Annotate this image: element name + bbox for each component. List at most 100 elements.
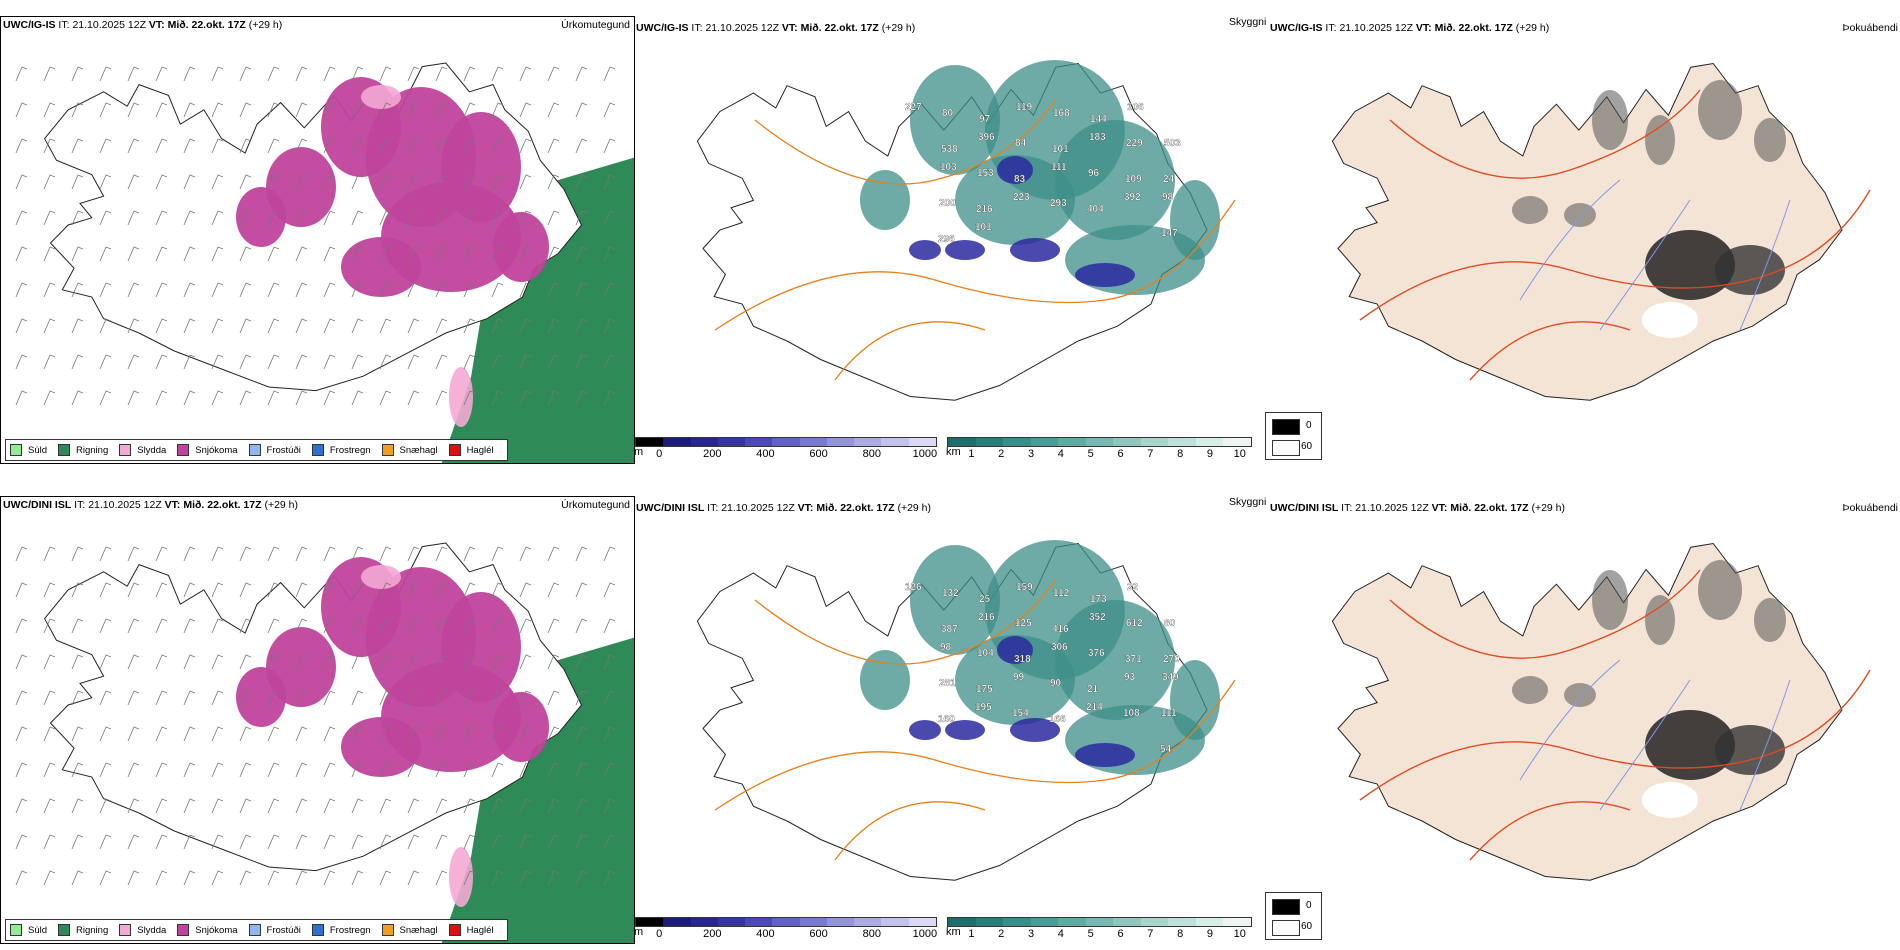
- wind-barb: [575, 690, 588, 706]
- fog-map: [1331, 62, 1871, 401]
- colorbar-cell: [1195, 438, 1224, 446]
- wind-barb: [155, 210, 168, 226]
- wind-barb: [295, 726, 308, 742]
- wind-barb: [351, 66, 364, 82]
- vt-label: VT:: [164, 499, 181, 511]
- ceiling-label: 214: [1086, 702, 1103, 713]
- wind-barb: [519, 546, 532, 562]
- panel-header: UWC/DINI ISL IT: 21.10.2025 12Z VT: Mið.…: [636, 502, 931, 514]
- wind-barb: [351, 246, 364, 262]
- ceiling-label: 22: [1127, 582, 1139, 593]
- ceiling-label: 54: [1160, 744, 1172, 755]
- wind-barb: [435, 210, 448, 226]
- wind-barb: [43, 246, 56, 262]
- colorbar-strip: [635, 917, 937, 927]
- colorbar-unit: m: [635, 926, 644, 938]
- model-name: UWC/IG-IS: [636, 22, 689, 34]
- wind-barb: [295, 66, 308, 82]
- colorbar-tick: 1000: [912, 448, 938, 460]
- wind-barb: [239, 174, 252, 190]
- wind-barb: [127, 546, 140, 562]
- wind-barb: [295, 834, 308, 850]
- ceiling-label: 99: [1013, 672, 1025, 683]
- wind-barb: [575, 798, 588, 814]
- colorbar-cell: [1003, 918, 1031, 926]
- wind-barb: [155, 138, 168, 154]
- wind-barb: [547, 762, 560, 778]
- wind-barb: [379, 870, 392, 886]
- wind-barb: [547, 834, 560, 850]
- wind-barb: [267, 726, 280, 742]
- wind-barb: [99, 390, 112, 406]
- wind-barb: [71, 690, 84, 706]
- wind-barb: [519, 66, 532, 82]
- ceiling-label: 223: [1013, 192, 1030, 203]
- ceiling-label: 352: [1089, 612, 1106, 623]
- wind-barb: [15, 390, 28, 406]
- wind-barb: [211, 762, 224, 778]
- wind-barb: [295, 546, 308, 562]
- wind-barb: [211, 618, 224, 634]
- legend-item-0: Súld: [10, 444, 47, 456]
- wind-barb: [239, 654, 252, 670]
- colorbar-cell: [975, 918, 1004, 926]
- wind-barb: [435, 546, 448, 562]
- legend-swatch: [58, 924, 71, 936]
- wind-barb: [435, 138, 448, 154]
- legend-item-4: Frostúði: [248, 444, 301, 456]
- wind-barb: [295, 318, 308, 334]
- wind-barb: [43, 318, 56, 334]
- legend-item-5: Frostregn: [311, 444, 371, 456]
- fog-area: [1715, 245, 1785, 295]
- wind-barb: [155, 834, 168, 850]
- init-time: 21.10.2025 12Z: [72, 19, 146, 31]
- ceiling-label: 96: [1088, 168, 1100, 179]
- ceiling-label: 21: [1087, 684, 1099, 695]
- wind-barb: [127, 762, 140, 778]
- vt-label: VT:: [797, 502, 814, 514]
- fog-area: [1592, 570, 1628, 630]
- ceiling-label: 160: [938, 714, 955, 725]
- wind-barb: [183, 102, 196, 118]
- wind-barb: [603, 582, 616, 598]
- visibility-area: [955, 155, 1075, 245]
- colorbar-tick: 1000: [912, 928, 938, 940]
- wind-barb: [379, 390, 392, 406]
- wind-barb: [603, 282, 616, 298]
- precip-legend: Súld Rigning Slydda Snjókoma Frostúði Frostre…: [5, 919, 508, 941]
- wind-barb: [155, 582, 168, 598]
- wind-barb: [491, 834, 504, 850]
- wind-barb: [491, 618, 504, 634]
- wind-barb: [463, 318, 476, 334]
- colorbar-cell: [663, 438, 691, 446]
- low-ceiling-area: [1010, 238, 1060, 262]
- legend-item-6: Snæhagl: [381, 924, 438, 936]
- colorbar-tick: 4: [1057, 448, 1064, 460]
- wind-barb: [463, 282, 476, 298]
- wind-barb: [155, 318, 168, 334]
- wind-barb: [603, 870, 616, 886]
- colorbar-tick: 0: [656, 448, 663, 460]
- wind-barb: [99, 834, 112, 850]
- wind-barb: [435, 762, 448, 778]
- fog-area: [1698, 80, 1742, 140]
- colorbar-unit: km: [946, 446, 961, 458]
- legend-label: Súld: [28, 444, 48, 456]
- sleet-area: [361, 85, 401, 109]
- colorbar-cell: [1058, 918, 1086, 926]
- panel-fog-dini: UWC/DINI ISL IT: 21.10.2025 12Z VT: Mið.…: [1270, 480, 1900, 950]
- legend-swatch: [311, 444, 324, 456]
- legend-item-5: Frostregn: [311, 924, 371, 936]
- lead-time: (+29 h): [248, 19, 283, 31]
- wind-barb: [15, 174, 28, 190]
- ceiling-label: 293: [1050, 198, 1067, 209]
- low-ceiling-area: [909, 720, 941, 740]
- ceiling-label: 227: [905, 102, 922, 113]
- wind-barb: [99, 546, 112, 562]
- lead-time: (+29 h): [897, 502, 932, 514]
- fog-legend-label-1: 60: [1301, 441, 1313, 452]
- wind-barb: [15, 654, 28, 670]
- colorbar-tick: 6: [1117, 928, 1124, 940]
- colorbar-ticks: 1 2 3 4 5 6 7 8 9 10: [947, 447, 1252, 460]
- wind-barb: [435, 354, 448, 370]
